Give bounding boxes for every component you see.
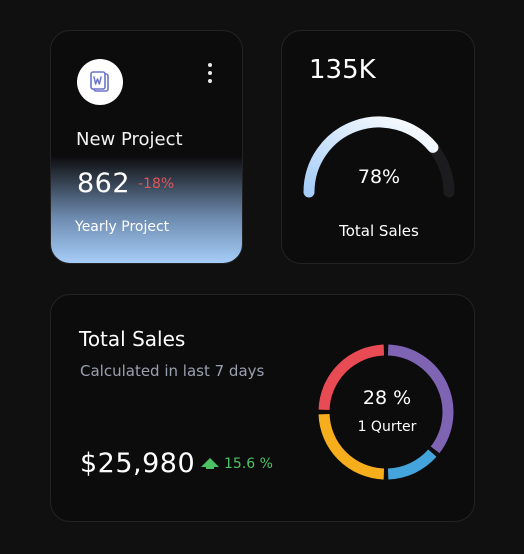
total-sales-subtitle: Calculated in last 7 days xyxy=(80,362,265,380)
gauge-fill xyxy=(303,116,439,198)
gauge-percent: 78% xyxy=(357,166,401,188)
gauge-chart xyxy=(303,116,455,198)
new-project-card[interactable]: New Project 862 -18% Yearly Project xyxy=(50,30,243,264)
sales-gauge-card: 135K 78% Total Sales xyxy=(281,30,475,264)
arrow-up-icon xyxy=(201,458,219,469)
project-title: New Project xyxy=(76,129,183,150)
total-sales-trend: 15.6 % xyxy=(224,456,273,472)
donut-percent: 28 % xyxy=(362,387,412,409)
gauge-value: 135K xyxy=(309,55,376,85)
donut-segment-2 xyxy=(387,449,437,480)
total-sales-title: Total Sales xyxy=(79,327,186,351)
project-value: 862 xyxy=(77,168,131,199)
total-sales-amount: $25,980 xyxy=(80,448,196,479)
donut-chart xyxy=(318,344,454,480)
kebab-menu-icon[interactable] xyxy=(201,59,219,87)
donut-label: 1 Qurter xyxy=(357,419,417,435)
project-subtitle: Yearly Project xyxy=(75,219,170,235)
donut-segment-1 xyxy=(387,344,454,454)
project-change: -18% xyxy=(138,176,175,192)
total-sales-card: Total Sales Calculated in last 7 days $2… xyxy=(50,294,475,522)
donut-segment-3 xyxy=(318,413,385,480)
donut-segment-4 xyxy=(318,344,385,411)
word-document-icon[interactable] xyxy=(77,59,123,105)
gauge-label: Total Sales xyxy=(339,222,419,240)
